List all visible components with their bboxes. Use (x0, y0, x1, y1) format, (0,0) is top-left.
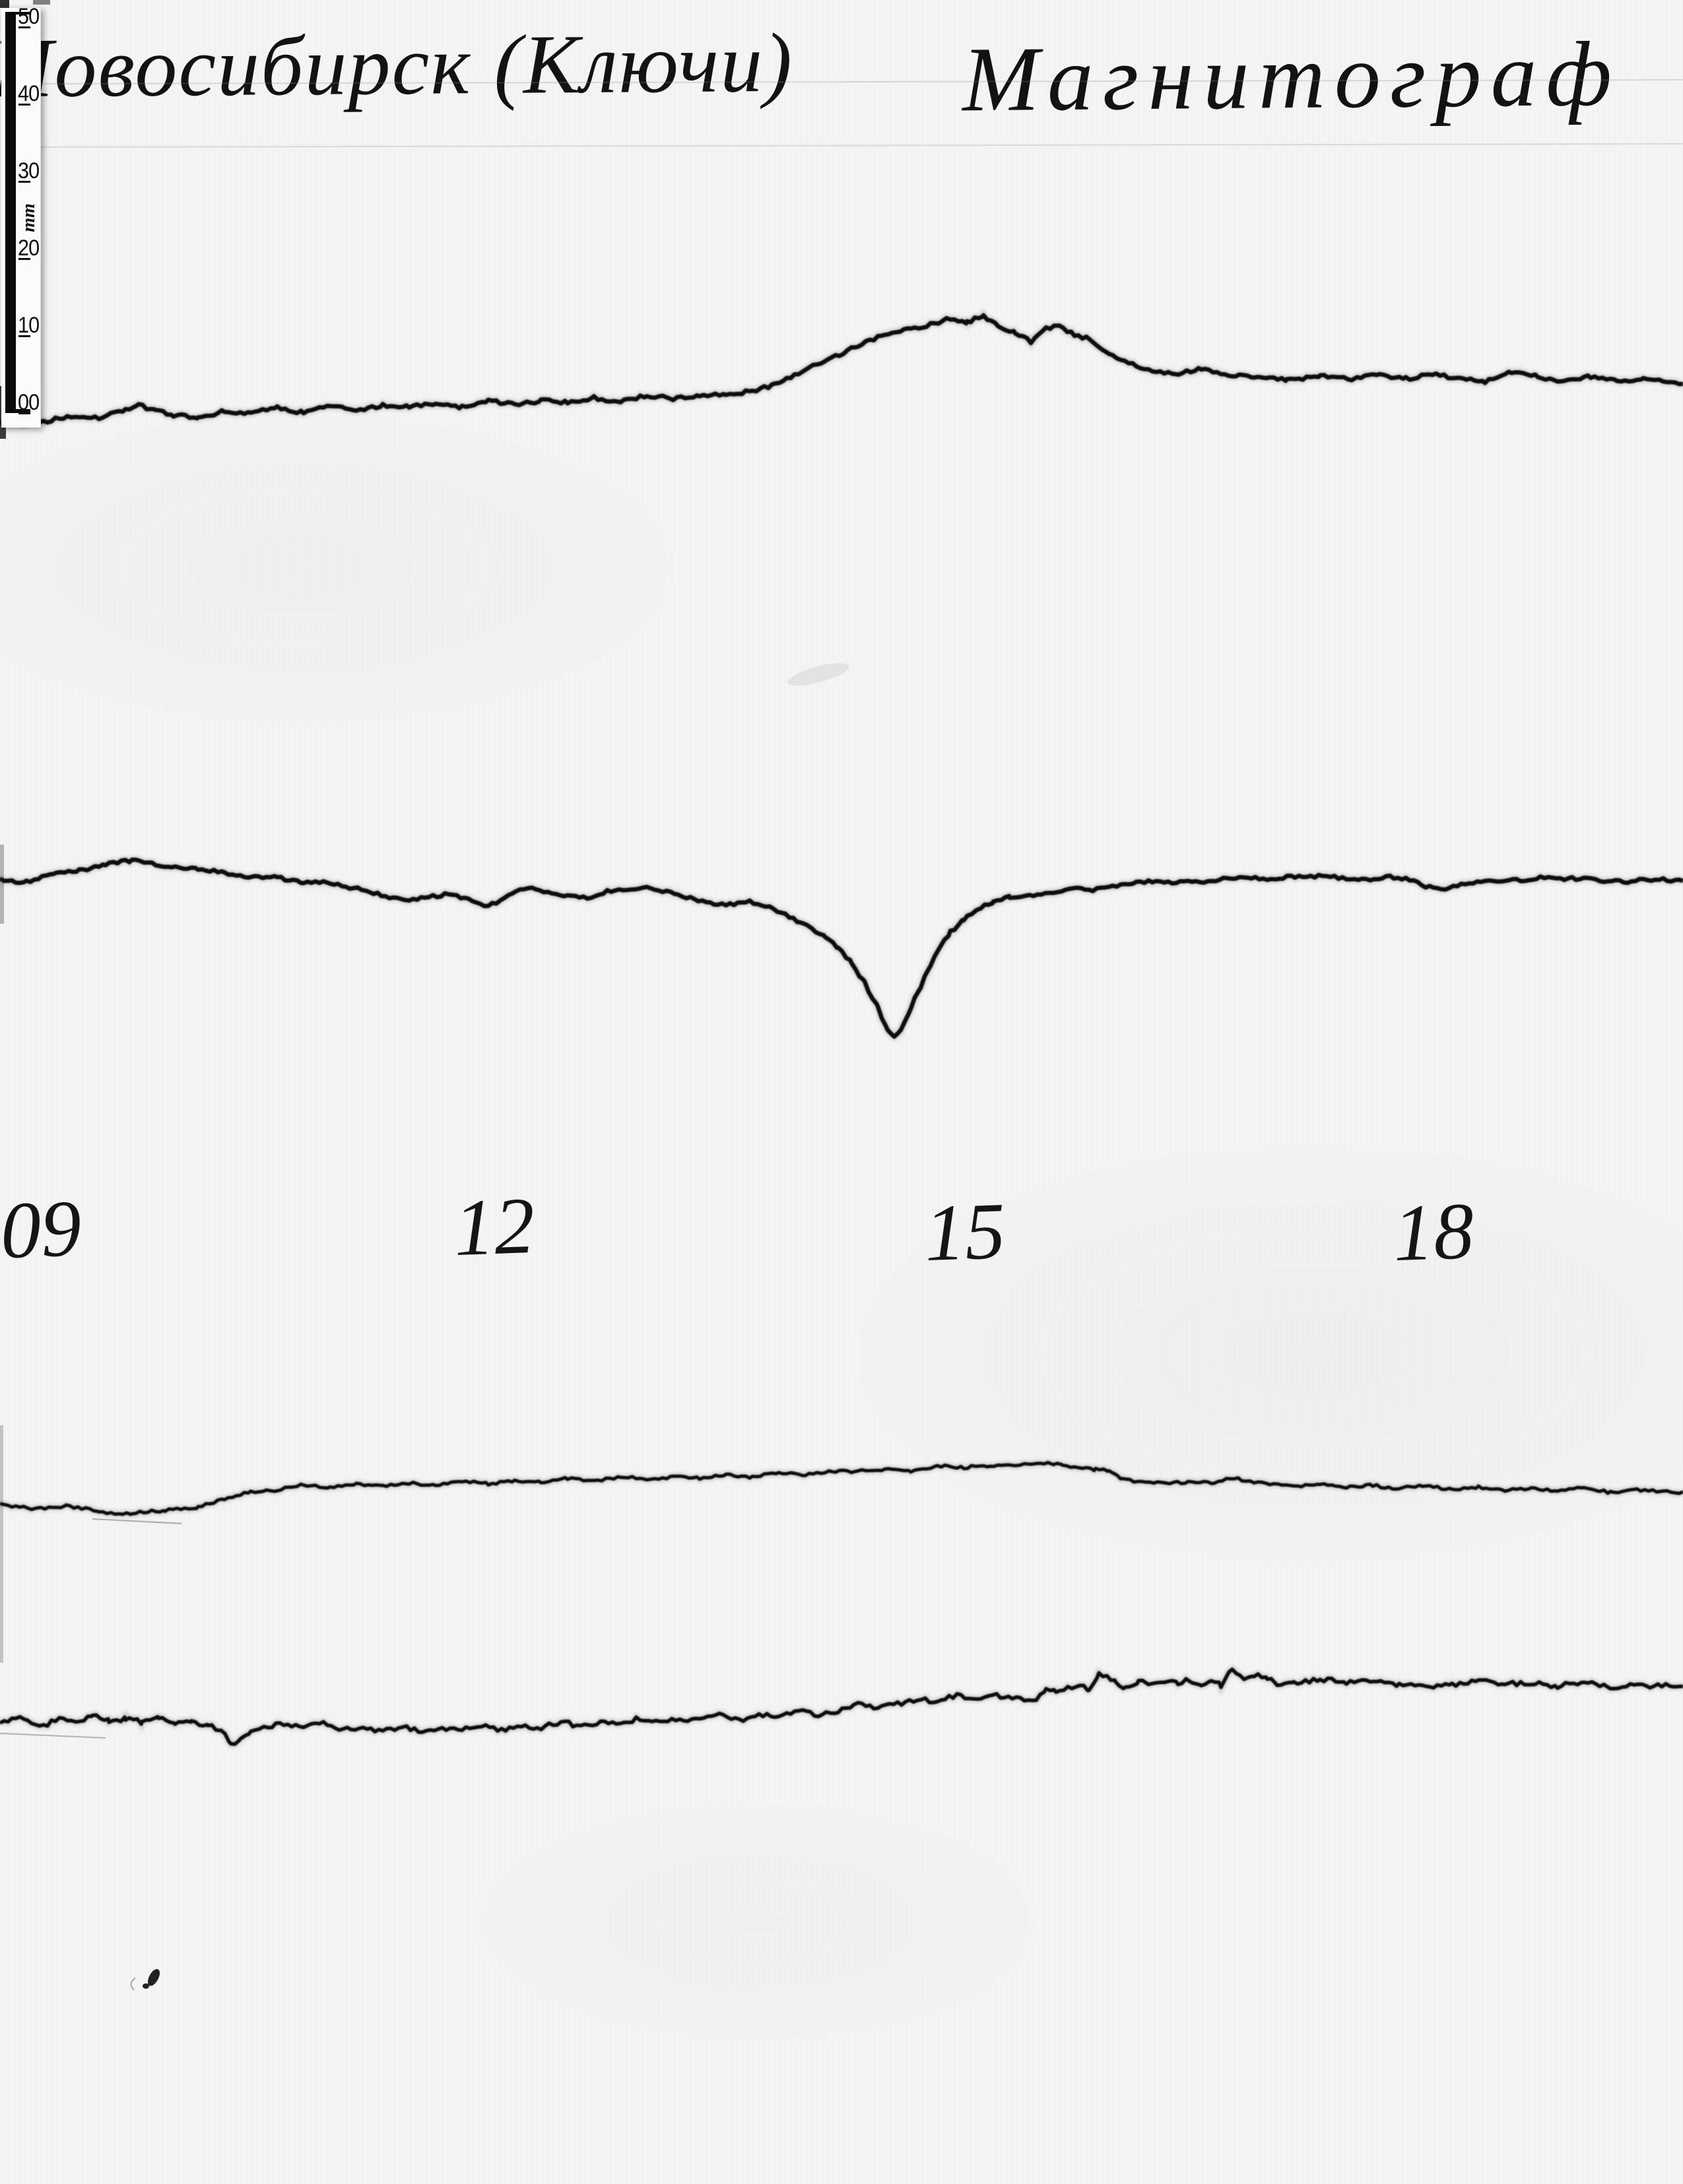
ruler-label-00: 00 (18, 390, 40, 415)
ruler-label-10: 10 (18, 313, 40, 338)
ruler-mm-tick (18, 181, 30, 183)
trace-4-bottom-component (0, 1667, 1683, 1747)
ruler-label-50: 50 (18, 4, 40, 29)
ruler-mm-tick (18, 335, 30, 337)
scan-smudge (0, 0, 9, 8)
faint-artifact-line (39, 79, 1683, 84)
ruler-unit-label: mm (18, 203, 39, 232)
faint-artifact-line (92, 1518, 182, 1525)
ink-mark (130, 1977, 136, 1991)
ruler-label-20: 20 (18, 236, 40, 261)
mm-scale-ruler: 50 40 30 20 10 00 mm (1, 4, 41, 428)
ink-blot (143, 1983, 149, 1989)
ruler-mm-tick (18, 26, 30, 28)
ruler-mm-tick (18, 258, 30, 260)
ink-blot (787, 663, 849, 686)
ink-blot (147, 1969, 160, 1986)
trace-1-top-component (0, 313, 1683, 428)
trace-3-third-component (0, 1461, 1683, 1516)
ruler-label-40: 40 (18, 81, 40, 106)
scan-smudge (0, 1425, 3, 1663)
ruler-bracket-bottom (5, 409, 30, 413)
scan-smudge (0, 845, 4, 924)
ruler-label-30: 30 (18, 158, 40, 183)
ruler-bracket-top (5, 12, 30, 15)
scan-smudge (33, 0, 50, 5)
ruler-black-bar (5, 13, 16, 412)
ruler-mm-tick (18, 104, 30, 106)
faint-artifact-line (0, 1732, 106, 1739)
trace-1-top-component-halo (0, 308, 1683, 430)
ruler-mm-tick (18, 412, 30, 414)
faint-artifact-line (39, 143, 1683, 148)
trace-2-second-component (0, 857, 1683, 1039)
